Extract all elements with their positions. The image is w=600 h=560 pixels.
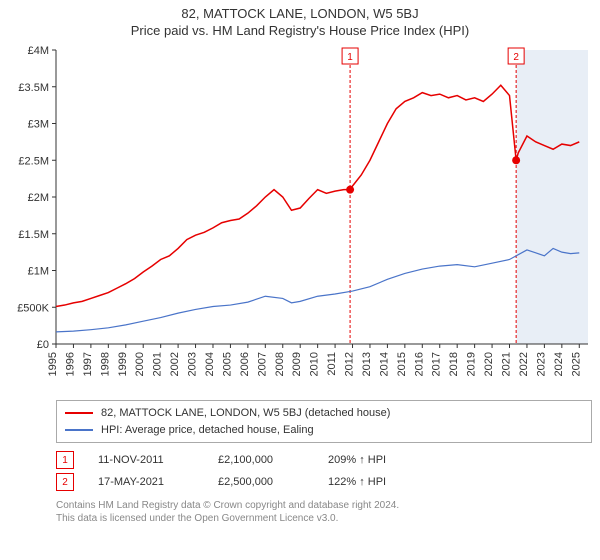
- svg-text:1996: 1996: [64, 352, 76, 376]
- svg-text:2: 2: [513, 52, 519, 63]
- svg-text:2006: 2006: [239, 352, 251, 376]
- sale-marker-1: 1: [56, 451, 74, 469]
- svg-text:2024: 2024: [553, 352, 565, 376]
- svg-text:£4M: £4M: [28, 45, 49, 57]
- svg-text:2022: 2022: [518, 352, 530, 376]
- chart: £0 £500K £1M £1.5M £2M £2.5M £3M £3.5M £4M 1995 19…: [8, 44, 592, 394]
- svg-text:2002: 2002: [169, 352, 181, 376]
- legend-label-hpi: HPI: Average price, detached house, Eali…: [101, 422, 314, 439]
- svg-text:2008: 2008: [274, 352, 286, 376]
- svg-text:1995: 1995: [47, 352, 59, 376]
- sale-date-1: 11-NOV-2011: [98, 454, 218, 466]
- svg-text:1: 1: [347, 52, 353, 63]
- page-subtitle: Price paid vs. HM Land Registry's House …: [8, 23, 592, 38]
- legend-row-hpi: HPI: Average price, detached house, Eali…: [65, 422, 583, 439]
- sale-pct-2: 122% ↑ HPI: [328, 476, 428, 488]
- svg-text:2000: 2000: [134, 352, 146, 376]
- svg-text:2007: 2007: [256, 352, 268, 376]
- sale-row-1: 1 11-NOV-2011 £2,100,000 209% ↑ HPI: [56, 449, 592, 471]
- svg-text:£500K: £500K: [17, 302, 49, 314]
- svg-text:2011: 2011: [326, 352, 338, 376]
- svg-text:2018: 2018: [448, 352, 460, 376]
- svg-text:£1M: £1M: [28, 266, 49, 278]
- sale-date-2: 17-MAY-2021: [98, 476, 218, 488]
- svg-text:2012: 2012: [344, 352, 356, 376]
- footer-line-2: This data is licensed under the Open Gov…: [56, 512, 592, 525]
- svg-text:2015: 2015: [396, 352, 408, 376]
- legend-swatch-hpi: [65, 429, 93, 431]
- svg-text:1998: 1998: [99, 352, 111, 376]
- svg-text:2005: 2005: [221, 352, 233, 376]
- svg-text:2017: 2017: [431, 352, 443, 376]
- svg-text:£0: £0: [37, 339, 49, 351]
- legend-label-subject: 82, MATTOCK LANE, LONDON, W5 5BJ (detach…: [101, 405, 390, 422]
- sale-row-2: 2 17-MAY-2021 £2,500,000 122% ↑ HPI: [56, 471, 592, 493]
- sale-price-1: £2,100,000: [218, 454, 328, 466]
- svg-text:2013: 2013: [361, 352, 373, 376]
- svg-text:2010: 2010: [309, 352, 321, 376]
- svg-text:1999: 1999: [117, 352, 129, 376]
- sale-marker-2: 2: [56, 473, 74, 491]
- svg-text:1997: 1997: [82, 352, 94, 376]
- svg-text:2003: 2003: [187, 352, 199, 376]
- svg-text:£3M: £3M: [28, 119, 49, 131]
- svg-text:£2.5M: £2.5M: [18, 155, 49, 167]
- legend-swatch-subject: [65, 412, 93, 414]
- page-title: 82, MATTOCK LANE, LONDON, W5 5BJ: [8, 6, 592, 21]
- svg-text:2016: 2016: [413, 352, 425, 376]
- svg-text:£2M: £2M: [28, 192, 49, 204]
- svg-text:2004: 2004: [204, 352, 216, 376]
- svg-text:£3.5M: £3.5M: [18, 82, 49, 94]
- footer-line-1: Contains HM Land Registry data © Crown c…: [56, 499, 592, 512]
- sales-table: 1 11-NOV-2011 £2,100,000 209% ↑ HPI 2 17…: [56, 449, 592, 493]
- footer: Contains HM Land Registry data © Crown c…: [56, 499, 592, 525]
- svg-text:2023: 2023: [535, 352, 547, 376]
- svg-text:2020: 2020: [483, 352, 495, 376]
- svg-text:2001: 2001: [152, 352, 164, 376]
- svg-text:£1.5M: £1.5M: [18, 229, 49, 241]
- svg-text:2014: 2014: [378, 352, 390, 376]
- svg-text:2025: 2025: [570, 352, 582, 376]
- svg-text:2021: 2021: [501, 352, 513, 376]
- line-chart-svg: £0 £500K £1M £1.5M £2M £2.5M £3M £3.5M £4M 1995 19…: [8, 44, 592, 394]
- legend: 82, MATTOCK LANE, LONDON, W5 5BJ (detach…: [56, 400, 592, 443]
- sale-price-2: £2,500,000: [218, 476, 328, 488]
- sale-pct-1: 209% ↑ HPI: [328, 454, 428, 466]
- svg-text:2009: 2009: [291, 352, 303, 376]
- svg-text:2019: 2019: [466, 352, 478, 376]
- legend-row-subject: 82, MATTOCK LANE, LONDON, W5 5BJ (detach…: [65, 405, 583, 422]
